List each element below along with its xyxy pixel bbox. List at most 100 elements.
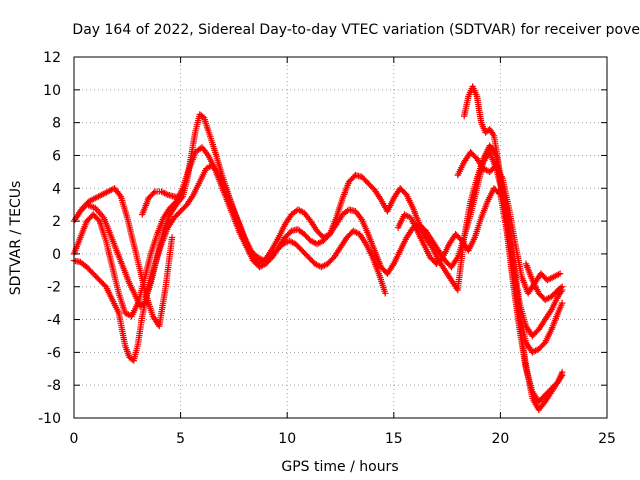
data-point: [173, 217, 175, 219]
data-point: [92, 214, 94, 216]
data-point: [470, 151, 472, 153]
data-point: [348, 181, 350, 183]
data-point: [538, 292, 540, 294]
data-point: [145, 296, 147, 298]
data-point: [297, 228, 299, 230]
data-point: [557, 381, 559, 383]
data-point: [282, 243, 284, 245]
data-point: [244, 237, 246, 238]
data-point: [137, 343, 139, 345]
data-point: [457, 174, 459, 176]
x-tick-label: 10: [278, 431, 296, 447]
data-point: [361, 176, 363, 178]
data-point: [120, 195, 122, 197]
data-point: [561, 286, 563, 288]
series-markers: [384, 142, 566, 356]
chart-title: Day 164 of 2022, Sidereal Day-to-day VTE…: [72, 22, 640, 38]
data-point: [480, 217, 482, 219]
data-point: [167, 227, 169, 229]
data-point: [374, 189, 376, 191]
data-point: [423, 243, 425, 245]
data-point: [173, 195, 175, 197]
data-point: [544, 342, 546, 344]
data-point: [79, 237, 81, 238]
series-track-5: [139, 188, 184, 218]
data-point: [86, 266, 88, 268]
data-point: [128, 356, 130, 358]
data-point: [416, 230, 418, 232]
data-point: [448, 243, 450, 245]
data-point: [133, 360, 135, 362]
data-point: [224, 187, 226, 189]
data-point: [212, 164, 214, 166]
data-point: [378, 273, 380, 275]
data-point: [335, 223, 337, 225]
data-point: [329, 233, 331, 235]
y-tick-label: 10: [43, 83, 61, 99]
series-markers: [70, 144, 397, 320]
data-point: [472, 86, 474, 88]
data-point: [557, 312, 559, 314]
data-point: [354, 210, 356, 212]
data-point: [276, 250, 278, 252]
data-point: [79, 261, 81, 263]
data-point: [531, 335, 533, 337]
data-point: [346, 237, 348, 238]
data-point: [540, 273, 542, 275]
data-point: [139, 305, 141, 307]
data-point: [195, 130, 197, 132]
data-point: [148, 286, 150, 288]
data-point: [297, 209, 299, 211]
data-point: [165, 286, 167, 288]
data-point: [167, 194, 169, 196]
data-point: [380, 266, 382, 268]
data-point: [442, 256, 444, 258]
data-point: [431, 246, 433, 248]
data-point: [348, 209, 350, 211]
data-point: [288, 240, 290, 242]
data-point: [263, 259, 265, 261]
x-tick-label: 15: [385, 431, 403, 447]
data-point: [367, 182, 369, 184]
data-point: [521, 276, 523, 278]
data-point: [99, 220, 101, 222]
y-tick-label: 12: [43, 50, 61, 66]
x-tick-label: 20: [491, 431, 509, 447]
data-point: [489, 145, 491, 147]
data-point: [278, 237, 280, 238]
data-point: [105, 240, 107, 242]
data-point: [551, 328, 553, 330]
data-point: [126, 217, 128, 219]
data-point: [256, 256, 258, 258]
series-track-2: [70, 144, 397, 320]
data-point: [301, 250, 303, 252]
data-point: [111, 266, 113, 268]
data-point: [150, 253, 152, 255]
data-point: [186, 204, 188, 206]
data-point: [476, 95, 478, 97]
data-point: [425, 230, 427, 232]
data-point: [352, 230, 354, 232]
data-point: [308, 256, 310, 258]
data-point: [467, 95, 469, 97]
data-point: [557, 296, 559, 298]
data-point: [131, 315, 133, 317]
data-point: [180, 197, 182, 199]
y-tick-label: 8: [52, 116, 61, 132]
data-point: [160, 191, 162, 193]
data-point: [188, 168, 190, 170]
x-tick-label: 25: [598, 431, 616, 447]
data-point: [525, 342, 527, 344]
data-point: [158, 325, 160, 327]
data-point: [237, 220, 239, 222]
data-point: [322, 240, 324, 242]
data-point: [148, 197, 150, 199]
data-point: [220, 171, 222, 173]
data-point: [303, 212, 305, 214]
data-point: [531, 351, 533, 353]
y-tick-label: -4: [47, 313, 61, 329]
data-point: [114, 187, 116, 189]
data-point: [463, 115, 465, 117]
data-point: [141, 214, 143, 216]
